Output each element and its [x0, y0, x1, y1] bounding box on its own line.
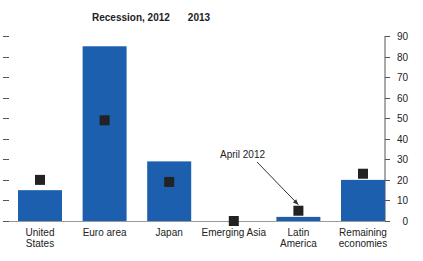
- category-label: Remainingeconomies: [339, 227, 387, 249]
- left-tick: [3, 139, 9, 140]
- y-tick: [385, 159, 390, 160]
- y-tick: [385, 77, 390, 78]
- y-tick-label: 0: [402, 216, 408, 227]
- y-tick-label: 80: [397, 52, 409, 63]
- markers: [35, 115, 368, 226]
- left-tick: [3, 36, 9, 37]
- marker: [100, 115, 110, 125]
- y-tick: [385, 200, 390, 201]
- category-label: Emerging Asia: [202, 227, 267, 238]
- bar: [18, 190, 62, 221]
- y-tick-label: 70: [397, 72, 409, 83]
- baseline: [8, 221, 385, 222]
- bar: [341, 180, 385, 221]
- y-tick: [385, 98, 390, 99]
- category-label: Japan: [156, 227, 183, 238]
- y-tick-label: 60: [397, 93, 409, 104]
- left-tick: [3, 221, 9, 222]
- chart-root: 0 10 20 30 40 50 60 70 80 90 UnitedStates Euro area…: [0, 0, 423, 261]
- annotation: April 2012: [220, 149, 265, 160]
- arrow-head: [293, 199, 299, 205]
- y-tick: [385, 118, 390, 119]
- y-tick: [385, 180, 390, 181]
- bar: [83, 46, 127, 221]
- left-tick: [3, 57, 9, 58]
- y-tick-label: 20: [397, 175, 409, 186]
- left-tick: [3, 180, 9, 181]
- marker: [229, 216, 239, 226]
- left-tick: [3, 118, 9, 119]
- y-tick: [385, 36, 390, 37]
- left-tick: [3, 159, 9, 160]
- y-tick: [385, 139, 390, 140]
- annotation-arrow: [257, 162, 298, 205]
- marker: [164, 177, 174, 187]
- left-tick: [3, 200, 9, 201]
- legend-label: 2013: [188, 12, 211, 23]
- marker: [293, 206, 303, 216]
- bar: [147, 161, 191, 221]
- marker: [35, 175, 45, 185]
- category-label: Euro area: [83, 227, 127, 238]
- left-tick: [3, 77, 9, 78]
- legend-label: Recession, 2012: [92, 12, 170, 23]
- category-label: LatinAmerica: [280, 227, 317, 249]
- y-tick: [385, 221, 390, 222]
- y-tick: [385, 57, 390, 58]
- chart-svg: 0 10 20 30 40 50 60 70 80 90 UnitedStates Euro area…: [0, 0, 423, 261]
- y-tick-label: 10: [397, 195, 409, 206]
- y-tick-label: 90: [397, 31, 409, 42]
- marker: [358, 169, 368, 179]
- y-tick-label: 40: [397, 134, 409, 145]
- bars: [18, 46, 385, 221]
- y-tick-label: 50: [397, 113, 409, 124]
- left-tick: [3, 98, 9, 99]
- y-tick-label: 30: [397, 154, 409, 165]
- category-label: UnitedStates: [26, 227, 55, 249]
- bar: [276, 217, 320, 221]
